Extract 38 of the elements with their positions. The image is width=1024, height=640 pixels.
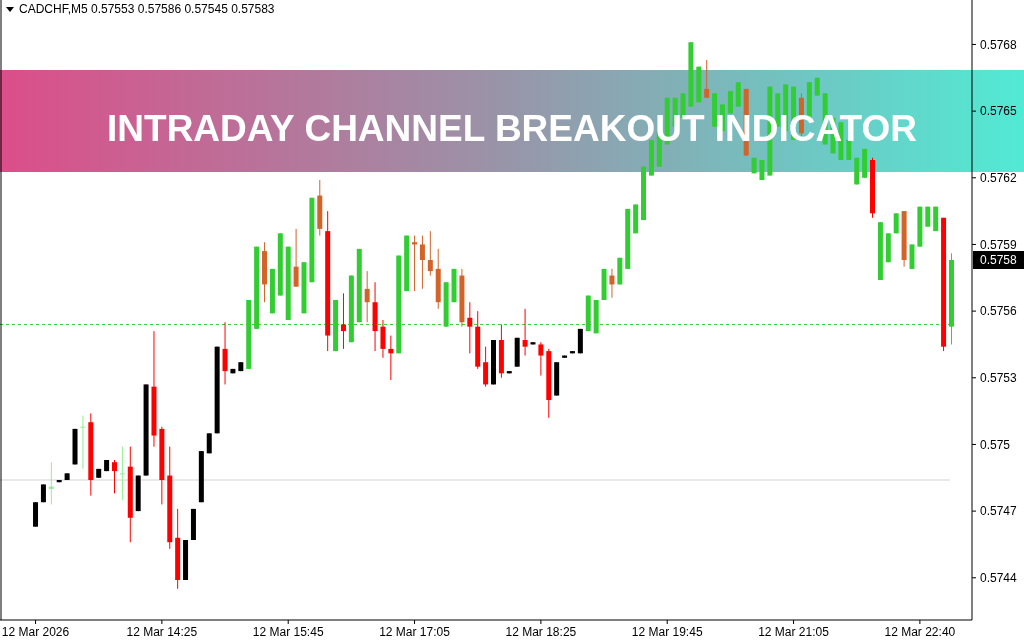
y-tick-label: 0.575 (980, 437, 1011, 452)
candlestick (222, 321, 228, 385)
x-tick-label: 12 Mar 15:45 (252, 625, 324, 639)
y-tick-label: 0.5756 (980, 304, 1018, 319)
candlestick (427, 230, 433, 277)
candlestick (704, 59, 710, 99)
y-tick-label: 0.5759 (980, 237, 1018, 252)
candlestick (419, 235, 425, 290)
candlestick (467, 301, 473, 354)
y-tick-label: 0.5747 (980, 504, 1018, 519)
candlestick (483, 346, 489, 388)
candlestick (609, 268, 615, 299)
x-tick-label: 12 Mar 19:45 (631, 625, 703, 639)
y-tick-label: 0.5762 (980, 170, 1018, 185)
x-tick-label: 12 Mar 17:05 (379, 625, 451, 639)
y-tick-label: 0.5753 (980, 370, 1018, 385)
candlestick (412, 235, 418, 292)
candlestick (48, 461, 54, 505)
candlestick (80, 415, 86, 470)
candlestick (522, 308, 528, 357)
candlestick (364, 270, 370, 323)
x-tick-label: 12 Mar 14:25 (126, 625, 198, 639)
chart-subtitle: CADCHF,M5 0.57553 0.57586 0.57545 0.57583 (19, 2, 275, 16)
candlestick (538, 341, 544, 377)
text: 0.5758 (980, 253, 1018, 268)
candlestick (119, 446, 125, 501)
y-tick-label: 0.5744 (980, 570, 1018, 585)
y-tick-label: 0.5768 (980, 37, 1018, 52)
x-tick-label: 12 Mar 22:40 (884, 625, 956, 639)
candlestick (380, 319, 386, 359)
x-tick-label: 12 Mar 18:25 (505, 625, 577, 639)
candlestick (111, 459, 117, 494)
candlestick (293, 228, 299, 288)
candlestick (340, 292, 346, 350)
x-tick-label: 12 Mar 21:05 (758, 625, 830, 639)
candlestick (388, 335, 394, 381)
y-tick-label: 0.5765 (980, 104, 1018, 119)
x-tick-label: 12 Mar 2026 (1, 625, 70, 639)
